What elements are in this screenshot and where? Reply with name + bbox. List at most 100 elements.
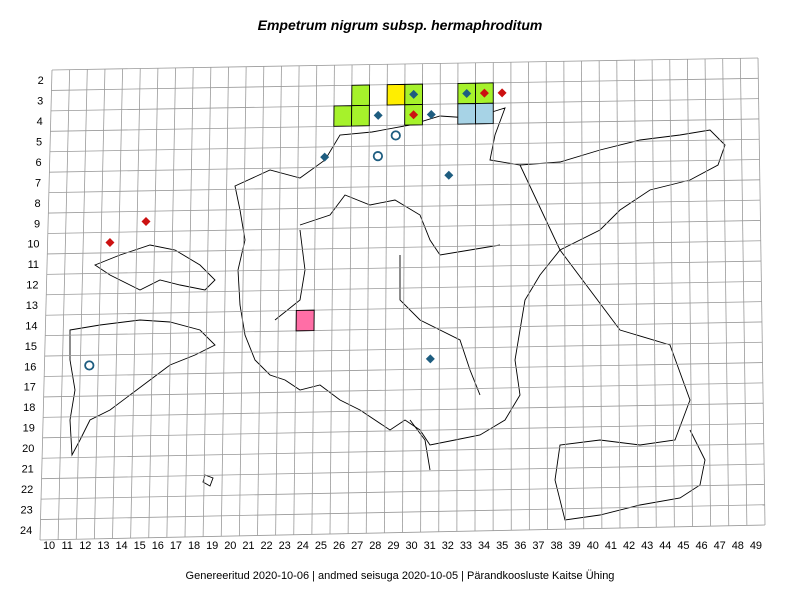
grid-vline [420, 63, 424, 533]
green-square-cell [351, 84, 371, 107]
grid-vline [202, 67, 212, 537]
row-label: 15 [25, 341, 37, 353]
blue-diamond-marker [425, 354, 435, 364]
row-label: 11 [28, 259, 39, 271]
column-label: 31 [424, 540, 436, 552]
grid-vline [651, 59, 657, 528]
pink-square-cell [295, 309, 315, 332]
grid-hline [40, 504, 765, 520]
row-label: 7 [35, 177, 41, 189]
column-label: 28 [369, 540, 381, 552]
grid-vline [184, 67, 194, 538]
column-label: 41 [605, 540, 617, 552]
row-label: 9 [34, 218, 40, 230]
grid-vline [293, 65, 300, 535]
cells-layer [295, 82, 494, 332]
row-label: 16 [24, 361, 36, 373]
grid-hline [43, 402, 764, 418]
grid-vline [402, 63, 406, 533]
open-circle-marker [84, 360, 95, 371]
grid-vline [275, 66, 282, 536]
grid-hline [46, 280, 762, 296]
grid-vline [39, 69, 53, 541]
blue-diamond-marker [426, 109, 436, 119]
row-label: 8 [34, 198, 40, 210]
grid-hline [49, 159, 760, 173]
green-square-cell [333, 105, 353, 127]
grid-vline [687, 59, 693, 527]
column-label: 40 [587, 540, 599, 552]
blue-diamond-marker [409, 89, 419, 99]
row-label: 20 [22, 443, 34, 455]
grid-hline [44, 341, 763, 357]
grid-vline [112, 68, 123, 539]
blue-diamond-marker [320, 152, 330, 162]
row-label: 24 [20, 525, 32, 537]
grid-vline [166, 67, 176, 538]
grid-vline [93, 69, 106, 539]
grid-hline [45, 301, 762, 316]
column-label: 23 [279, 540, 291, 552]
grid-vline [130, 68, 141, 539]
column-label: 29 [387, 540, 399, 552]
grid-hline [41, 483, 765, 500]
column-label: 22 [260, 540, 272, 552]
column-label: 42 [623, 540, 635, 552]
row-label: 14 [25, 320, 37, 332]
grid-hline [43, 382, 763, 398]
grid-hline [51, 57, 759, 71]
grid-hline [46, 260, 762, 275]
red-diamond-marker [105, 238, 115, 248]
column-label: 35 [496, 540, 508, 552]
grid-vline [257, 66, 265, 536]
column-label: 16 [152, 540, 164, 552]
row-label: 21 [22, 463, 34, 475]
grid-hline [48, 199, 761, 214]
yellow-square-cell [386, 83, 406, 106]
column-label: 11 [61, 540, 72, 552]
grid-vline [634, 60, 639, 528]
grid-vline [739, 58, 748, 526]
column-label: 12 [79, 540, 91, 552]
grid-vline [311, 65, 318, 535]
column-label: 49 [750, 540, 762, 552]
grid-vline [438, 63, 441, 532]
row-label: 10 [27, 239, 39, 251]
grid-vline [474, 62, 477, 532]
green-square-cell [351, 104, 370, 127]
footer-text: Genereeritud 2020-10-06 | andmed seisuga… [185, 570, 615, 582]
column-label: 38 [550, 540, 562, 552]
column-label: 17 [170, 540, 182, 552]
column-label: 19 [206, 540, 218, 552]
column-label: 43 [641, 540, 653, 552]
grid-hline [39, 524, 766, 541]
grid-lines [39, 57, 766, 541]
grid-vline [75, 69, 88, 540]
grid-vline [563, 61, 567, 530]
column-label: 44 [659, 540, 671, 552]
grid-vline [669, 59, 675, 527]
grid-vline [220, 66, 229, 537]
column-label: 10 [43, 540, 55, 552]
blue-diamond-marker [373, 110, 383, 120]
blue-diamond-marker [444, 170, 454, 180]
grid-vline [383, 64, 388, 533]
grid-vline [528, 61, 530, 530]
column-label: 36 [514, 540, 526, 552]
grid-hline [42, 423, 764, 439]
open-circle-marker [372, 151, 383, 162]
column-label: 15 [134, 540, 146, 552]
grid-hline [47, 240, 761, 255]
row-label: 6 [36, 157, 42, 169]
column-labels: 10 11 12 13 14 15 16 17 18 19 20 21 22 23 24 25 26 27 28 29… [43, 540, 762, 552]
column-label: 34 [478, 540, 490, 552]
column-label: 25 [315, 540, 327, 552]
grid-hline [49, 138, 760, 153]
red-diamond-marker [479, 88, 489, 98]
row-label: 22 [21, 484, 33, 496]
row-label: 13 [26, 300, 38, 312]
grid-vline [148, 68, 159, 538]
grid-hline [44, 362, 763, 377]
column-label: 45 [677, 540, 689, 552]
